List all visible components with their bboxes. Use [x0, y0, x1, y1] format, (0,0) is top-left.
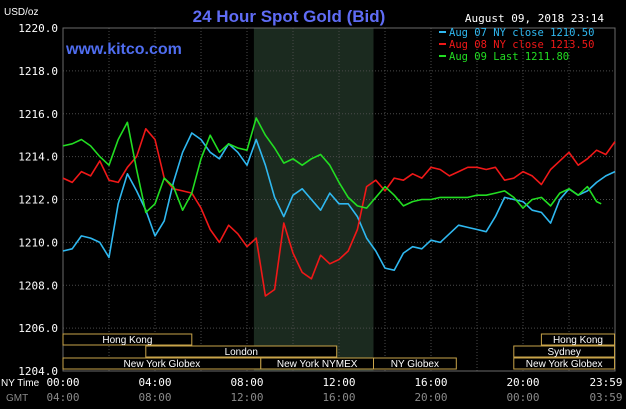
y-tick-label: 1220.0	[18, 22, 58, 35]
session-label: London	[225, 347, 258, 358]
session-label: Hong Kong	[102, 335, 152, 346]
session-bar: New York Globex	[513, 357, 616, 370]
legend-entry: Aug 09 Last 1211.80	[439, 51, 569, 63]
gmt-label: GMT	[6, 393, 28, 404]
price-series	[62, 117, 616, 297]
y-tick-label: 1216.0	[18, 108, 58, 121]
session-bar: London	[145, 345, 338, 358]
x-tick-label-ny: 04:00	[138, 376, 171, 389]
x-tick-label-gmt: 12:00	[230, 391, 263, 404]
x-tick-label-ny: 00:00	[46, 376, 79, 389]
x-tick-label-ny: 12:00	[322, 376, 355, 389]
y-tick-label: 1212.0	[18, 194, 58, 207]
y-axis-ticks: 1204.0 1206.0 1208.0 1210.0 1212.0 1214.0 1216…	[18, 22, 58, 378]
session-label: NY Globex	[391, 359, 439, 370]
x-axis-ticks: 00:00 04:00 04:00 08:00 08:00 12:00 12:00 16:00…	[46, 376, 622, 404]
legend-entry: Aug 07 NY close 1210.50	[439, 27, 594, 39]
legend-label: Aug 07 NY close 1210.50	[449, 27, 594, 39]
kitco-watermark: www.kitco.com	[65, 41, 182, 58]
legend-entry: Aug 08 NY close 1213.50	[439, 39, 594, 51]
unit-label: USD/oz	[4, 7, 38, 18]
series-line	[62, 117, 602, 214]
x-tick-label-gmt: 08:00	[138, 391, 171, 404]
session-label: New York Globex	[526, 359, 603, 370]
x-tick-label-ny: 23:59	[589, 376, 622, 389]
session-bar: Hong Kong	[62, 333, 193, 346]
y-tick-label: 1210.0	[18, 236, 58, 249]
session-label: New York Globex	[124, 359, 201, 370]
session-label: New York NYMEX	[277, 359, 358, 370]
y-tick-label: 1208.0	[18, 279, 58, 292]
timestamp: August 09, 2018 23:14	[465, 12, 604, 25]
x-tick-label-gmt: 20:00	[414, 391, 447, 404]
ny-time-label: NY Time	[1, 378, 40, 389]
y-tick-label: 1214.0	[18, 151, 58, 164]
chart-title: 24 Hour Spot Gold (Bid)	[193, 7, 386, 26]
session-bar: Hong Kong	[540, 333, 616, 346]
session-bar: New York Globex	[62, 357, 262, 370]
series-line	[62, 128, 616, 297]
session-label: Hong Kong	[553, 335, 603, 346]
x-tick-label-gmt: 16:00	[322, 391, 355, 404]
x-tick-label-gmt: 00:00	[506, 391, 539, 404]
legend-label: Aug 09 Last 1211.80	[449, 51, 569, 63]
x-tick-label-ny: 16:00	[414, 376, 447, 389]
x-tick-label-ny: 08:00	[230, 376, 263, 389]
x-tick-label-ny: 20:00	[506, 376, 539, 389]
nymex-session-highlight	[253, 28, 374, 371]
y-tick-label: 1206.0	[18, 322, 58, 335]
y-tick-label: 1204.0	[18, 365, 58, 378]
y-tick-label: 1218.0	[18, 65, 58, 78]
x-tick-label-gmt: 04:00	[46, 391, 79, 404]
series-line	[62, 132, 616, 271]
plot-frame	[62, 27, 616, 372]
chart-grid	[62, 27, 616, 372]
session-label: Sydney	[547, 347, 580, 358]
session-bar: NY Globex	[373, 357, 457, 370]
x-tick-label-gmt: 03:59	[589, 391, 622, 404]
session-bar: New York NYMEX	[260, 357, 374, 370]
legend-label: Aug 08 NY close 1213.50	[449, 39, 594, 51]
session-bar: Sydney	[513, 345, 616, 358]
